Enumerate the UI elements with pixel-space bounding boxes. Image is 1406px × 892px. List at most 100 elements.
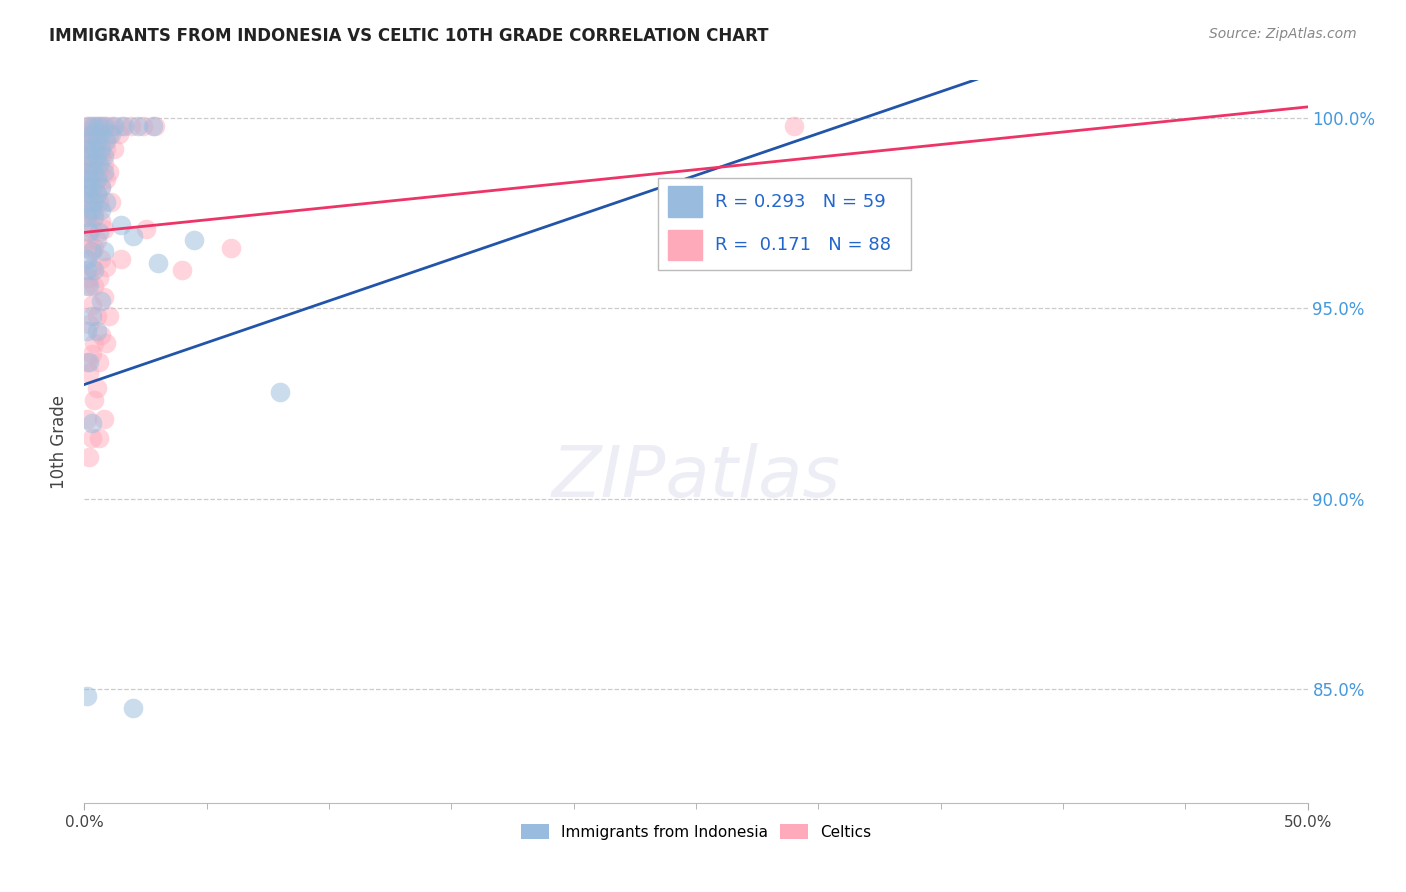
Point [87, 226, 110, 240]
Point [96, 260, 118, 274]
Point [219, 241, 242, 255]
Point [127, 119, 149, 133]
Point [77, 214, 100, 228]
Point [80, 202, 103, 217]
Point [122, 229, 145, 244]
Point [96, 194, 118, 209]
Point [86, 149, 108, 163]
Point [90, 328, 112, 343]
Point [83, 119, 105, 133]
Text: IMMIGRANTS FROM INDONESIA VS CELTIC 10TH GRADE CORRELATION CHART: IMMIGRANTS FROM INDONESIA VS CELTIC 10TH… [49, 27, 769, 45]
Point [90, 252, 112, 266]
Point [76, 149, 98, 163]
Point [87, 119, 110, 133]
Point [142, 119, 165, 133]
Point [269, 385, 291, 400]
Point [172, 263, 194, 277]
Point [90, 142, 112, 156]
Point [86, 381, 108, 395]
Point [76, 206, 98, 220]
Point [86, 172, 108, 186]
Point [183, 233, 205, 247]
Point [93, 221, 115, 235]
Point [76, 142, 98, 156]
Point [80, 134, 103, 148]
Point [93, 164, 115, 178]
Bar [668, 186, 702, 217]
Point [76, 411, 98, 425]
Point [76, 179, 98, 194]
Point [80, 194, 103, 209]
Point [77, 119, 100, 133]
Point [87, 431, 110, 445]
Point [783, 119, 806, 133]
Point [77, 134, 100, 148]
Text: Source: ZipAtlas.com: Source: ZipAtlas.com [1209, 27, 1357, 41]
Point [80, 119, 103, 133]
Point [76, 354, 98, 368]
Point [103, 142, 125, 156]
Point [110, 252, 132, 266]
Bar [668, 229, 702, 260]
Point [93, 134, 115, 148]
Point [87, 271, 110, 285]
Point [77, 187, 100, 202]
Point [77, 226, 100, 240]
Point [110, 218, 132, 232]
Point [86, 233, 108, 247]
Point [76, 134, 98, 148]
Point [83, 210, 105, 224]
Point [80, 221, 103, 235]
Point [86, 187, 108, 202]
Point [87, 157, 110, 171]
Point [83, 206, 105, 220]
Point [90, 149, 112, 163]
Point [97, 309, 120, 323]
Point [83, 194, 105, 209]
Point [77, 157, 100, 171]
Text: R = 0.293   N = 59: R = 0.293 N = 59 [716, 193, 886, 211]
Point [100, 127, 122, 141]
Point [83, 179, 105, 194]
Point [80, 416, 103, 430]
Point [86, 309, 108, 323]
Point [96, 119, 118, 133]
Point [80, 309, 103, 323]
Point [90, 179, 112, 194]
Point [90, 179, 112, 194]
Point [97, 127, 120, 141]
Point [76, 194, 98, 209]
Point [83, 142, 105, 156]
Point [77, 172, 100, 186]
Point [80, 260, 103, 274]
Point [93, 290, 115, 304]
Point [76, 690, 98, 704]
Text: R =  0.171   N = 88: R = 0.171 N = 88 [716, 236, 891, 254]
Point [86, 172, 108, 186]
Point [93, 149, 115, 163]
Point [76, 324, 98, 338]
Point [93, 244, 115, 259]
Point [93, 157, 115, 171]
Point [80, 164, 103, 178]
Point [77, 187, 100, 202]
Point [86, 119, 108, 133]
Point [100, 194, 122, 209]
Point [110, 119, 132, 133]
Point [96, 134, 118, 148]
Point [80, 244, 103, 259]
Point [83, 142, 105, 156]
Point [86, 149, 108, 163]
Point [86, 134, 108, 148]
Point [76, 263, 98, 277]
Point [93, 119, 115, 133]
Point [80, 179, 103, 194]
Point [83, 157, 105, 171]
Point [77, 317, 100, 331]
Point [96, 142, 118, 156]
Point [107, 127, 129, 141]
Point [80, 149, 103, 163]
Point [135, 221, 157, 235]
Point [77, 233, 100, 247]
Point [93, 411, 115, 425]
